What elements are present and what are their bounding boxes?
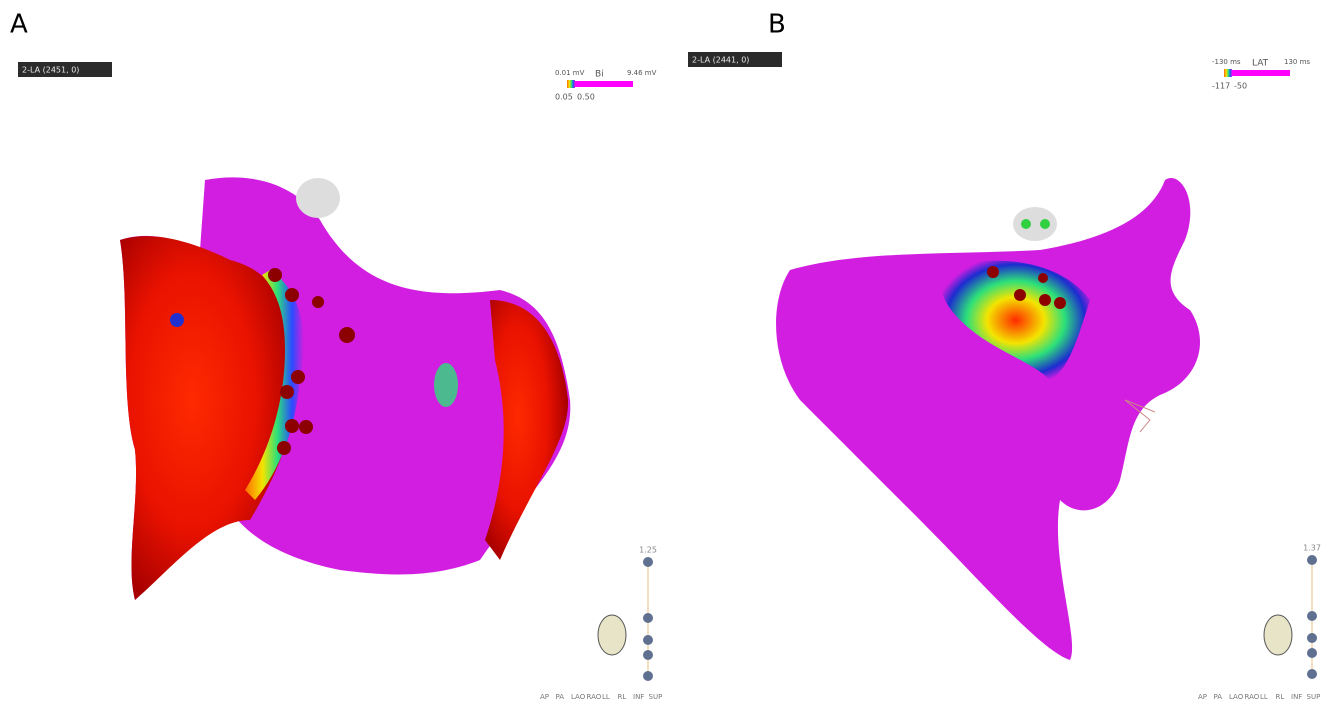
dropdown-text: 2-LA (2441, 0): [692, 56, 749, 65]
figure: A 2-LA (2451, 0) 0.01 mV Bi 9.46 mV 0.05 0.50 1…: [0, 0, 1337, 705]
scale-gradient: [1224, 69, 1232, 77]
view-button[interactable]: INF: [1291, 693, 1302, 701]
view-button[interactable]: RAO: [1245, 693, 1260, 701]
scale-low: -117: [1212, 82, 1230, 91]
scale-max: 130 ms: [1284, 58, 1310, 66]
scale-min: -130 ms: [1212, 58, 1241, 66]
view-button[interactable]: INF: [633, 693, 644, 701]
zoom-button[interactable]: [643, 613, 653, 623]
zoom-button[interactable]: [643, 557, 653, 567]
view-button[interactable]: SUP: [649, 693, 663, 701]
view-button[interactable]: PA: [556, 693, 565, 701]
zoom-button[interactable]: [643, 650, 653, 660]
view-button[interactable]: RAO: [587, 693, 602, 701]
dropdown-text: 2-LA (2451, 0): [22, 66, 79, 75]
view-button[interactable]: SUP: [1307, 693, 1321, 701]
zoom-button[interactable]: [1307, 648, 1317, 658]
scale-high: 0.50: [577, 93, 595, 102]
view-button[interactable]: AP: [1198, 693, 1207, 701]
map-b: [776, 178, 1200, 660]
view-button[interactable]: RL: [618, 693, 627, 701]
scale-min: 0.01 mV: [555, 69, 585, 77]
panel-label: A: [10, 10, 28, 40]
scale-high: -50: [1234, 82, 1247, 91]
view-button[interactable]: LL: [602, 693, 610, 701]
scale-bar: [1228, 70, 1290, 76]
orientation-heart: [1264, 615, 1292, 655]
zoom-button[interactable]: [643, 671, 653, 681]
zoom-value: 1.37: [1303, 544, 1321, 553]
zoom-button[interactable]: [1307, 669, 1317, 679]
scale-name: Bi: [595, 70, 604, 80]
panel-label: B: [768, 10, 786, 40]
scale-gradient: [567, 80, 575, 88]
zoom-button[interactable]: [1307, 555, 1317, 565]
scale-low: 0.05: [555, 93, 573, 102]
scale-name: LAT: [1252, 59, 1269, 69]
scale-max: 9.46 mV: [627, 69, 657, 77]
view-button[interactable]: LAO: [1229, 693, 1244, 701]
view-button[interactable]: RL: [1276, 693, 1285, 701]
view-button[interactable]: PA: [1214, 693, 1223, 701]
zoom-button[interactable]: [1307, 611, 1317, 621]
scale-bar: [571, 81, 633, 87]
zoom-value: 1.25: [639, 546, 657, 555]
map-a: [120, 177, 570, 600]
view-button[interactable]: LAO: [571, 693, 586, 701]
view-button[interactable]: AP: [540, 693, 549, 701]
view-button[interactable]: LL: [1260, 693, 1268, 701]
zoom-button[interactable]: [643, 635, 653, 645]
zoom-button[interactable]: [1307, 633, 1317, 643]
orientation-heart: [598, 615, 626, 655]
